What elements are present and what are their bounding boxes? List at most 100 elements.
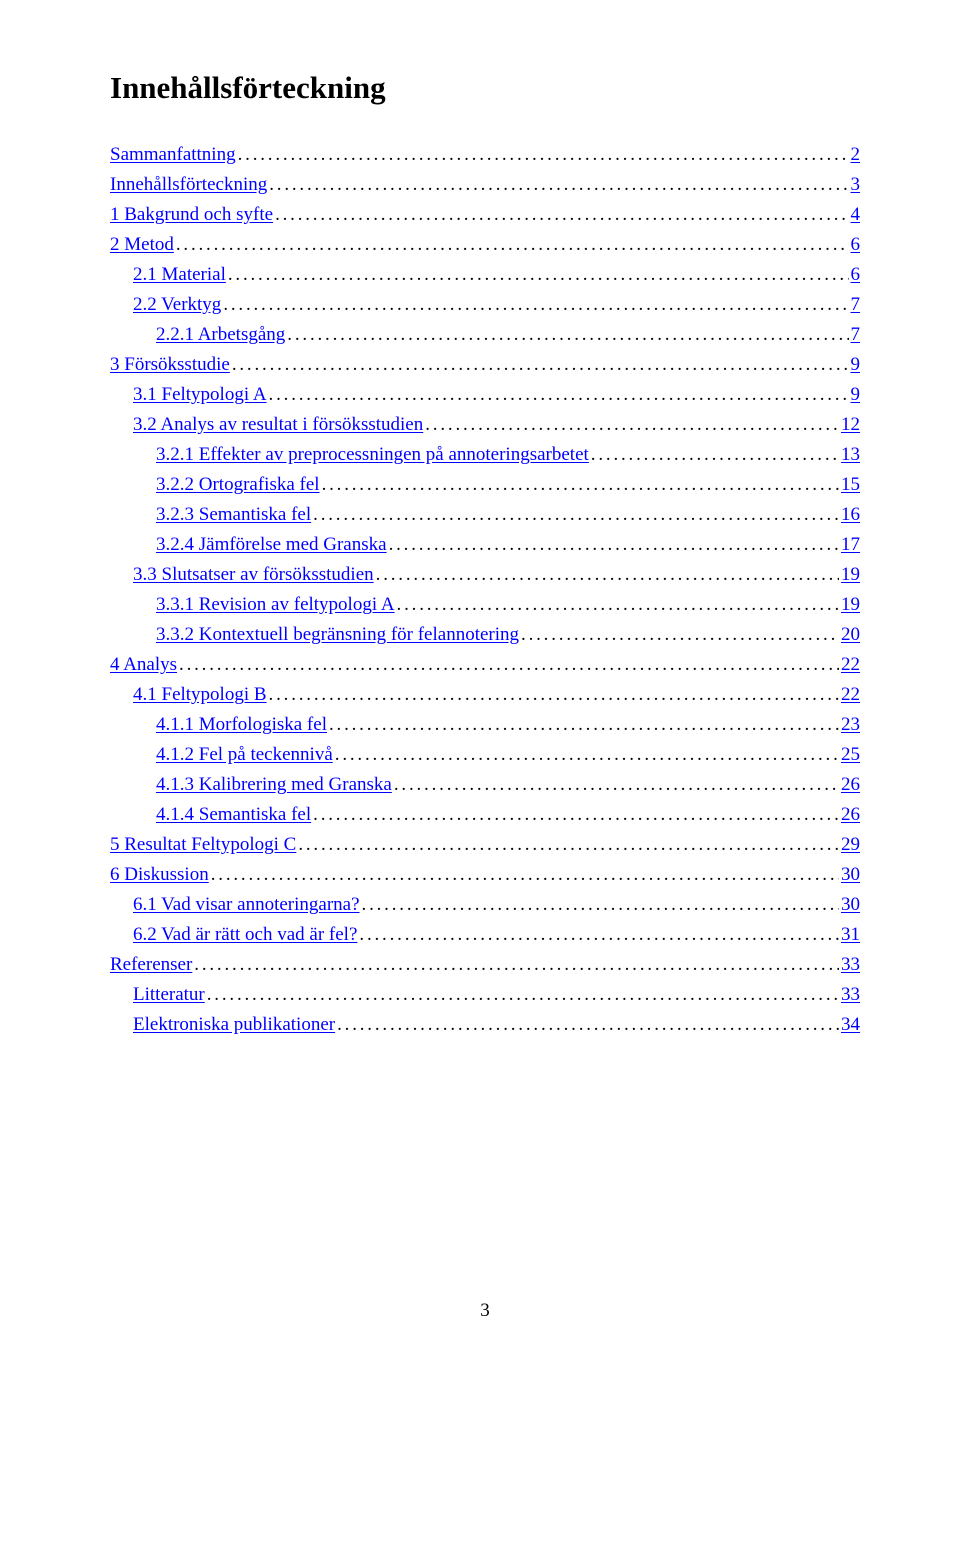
toc-entry: 4.1.3 Kalibrering med Granska 26	[110, 770, 860, 800]
toc-label-link[interactable]: 3.3.1 Revision av feltypologi A	[156, 590, 395, 620]
toc-page-link[interactable]: 12	[841, 410, 860, 440]
toc-page-link[interactable]: 9	[851, 350, 861, 380]
toc-label-link[interactable]: 4.1.1 Morfologiska fel	[156, 710, 327, 740]
toc-label-link[interactable]: 2 Metod	[110, 230, 174, 260]
toc-page-link[interactable]: 30	[841, 860, 860, 890]
toc-entry: 3.3.2 Kontextuell begränsning för felann…	[110, 620, 860, 650]
toc-label-link[interactable]: 4.1 Feltypologi B	[133, 680, 267, 710]
toc-leader-dots	[269, 680, 839, 710]
toc-entry: Innehållsförteckning 3	[110, 170, 860, 200]
page-number: 3	[110, 1300, 860, 1322]
toc-entry: 4.1.4 Semantiska fel 26	[110, 800, 860, 830]
toc-entry: 3.3 Slutsatser av försöksstudien 19	[110, 560, 860, 590]
toc-entry: 3.2 Analys av resultat i försöksstudien 1…	[110, 410, 860, 440]
toc-label-link[interactable]: 6 Diskussion	[110, 860, 209, 890]
toc-page-link[interactable]: 4	[851, 200, 861, 230]
toc-page-link[interactable]: 29	[841, 830, 860, 860]
toc-page-link[interactable]: 20	[841, 620, 860, 650]
toc-leader-dots	[179, 650, 839, 680]
toc-label-link[interactable]: 4.1.3 Kalibrering med Granska	[156, 770, 392, 800]
toc-label-link[interactable]: Innehållsförteckning	[110, 170, 267, 200]
toc-label-link[interactable]: 3 Försöksstudie	[110, 350, 230, 380]
toc-label-link[interactable]: 2.2 Verktyg	[133, 290, 221, 320]
toc-label-link[interactable]: 4.1.4 Semantiska fel	[156, 800, 311, 830]
toc-label-link[interactable]: 3.2.1 Effekter av preprocessningen på an…	[156, 440, 589, 470]
toc-entry: 3.2.1 Effekter av preprocessningen på an…	[110, 440, 860, 470]
toc-leader-dots	[194, 950, 839, 980]
toc-label-link[interactable]: Litteratur	[133, 980, 205, 1010]
toc-label-link[interactable]: 2.1 Material	[133, 260, 226, 290]
toc-page-link[interactable]: 3	[851, 170, 861, 200]
toc-label-link[interactable]: Sammanfattning	[110, 140, 236, 170]
toc-entry: 6 Diskussion 30	[110, 860, 860, 890]
toc-page-link[interactable]: 17	[841, 530, 860, 560]
toc-leader-dots	[232, 350, 849, 380]
toc-page-link[interactable]: 30	[841, 890, 860, 920]
toc-entry: Sammanfattning 2	[110, 140, 860, 170]
toc-label-link[interactable]: 4 Analys	[110, 650, 177, 680]
toc-entry: 3.1 Feltypologi A 9	[110, 380, 860, 410]
toc-entry: 2.1 Material 6	[110, 260, 860, 290]
toc-entry: 3.2.3 Semantiska fel 16	[110, 500, 860, 530]
toc-page-link[interactable]: 19	[841, 560, 860, 590]
toc-label-link[interactable]: 3.2 Analys av resultat i försöksstudien	[133, 410, 423, 440]
toc-leader-dots	[397, 590, 839, 620]
toc-entry: 1 Bakgrund och syfte 4	[110, 200, 860, 230]
toc-page-link[interactable]: 2	[851, 140, 861, 170]
toc-label-link[interactable]: 6.2 Vad är rätt och vad är fel?	[133, 920, 357, 950]
toc-page-link[interactable]: 13	[841, 440, 860, 470]
toc-leader-dots	[337, 1010, 839, 1040]
toc-label-link[interactable]: Elektroniska publikationer	[133, 1010, 335, 1040]
toc-page-link[interactable]: 9	[851, 380, 861, 410]
toc-label-link[interactable]: 4.1.2 Fel på teckennivå	[156, 740, 333, 770]
toc-page-link[interactable]: 15	[841, 470, 860, 500]
toc-page-link[interactable]: 19	[841, 590, 860, 620]
toc-leader-dots	[238, 140, 849, 170]
toc-leader-dots	[425, 410, 839, 440]
toc-label-link[interactable]: 3.2.2 Ortografiska fel	[156, 470, 320, 500]
toc-page-link[interactable]: 33	[841, 950, 860, 980]
toc-page-link[interactable]: 33	[841, 980, 860, 1010]
toc-page-link[interactable]: 23	[841, 710, 860, 740]
toc-leader-dots	[376, 560, 839, 590]
toc-page-link[interactable]: 26	[841, 800, 860, 830]
toc-page-link[interactable]: 22	[841, 650, 860, 680]
toc-entry: 4.1.2 Fel på teckennivå 25	[110, 740, 860, 770]
toc-label-link[interactable]: 3.3.2 Kontextuell begränsning för felann…	[156, 620, 519, 650]
toc-label-link[interactable]: Referenser	[110, 950, 192, 980]
toc-page-link[interactable]: 16	[841, 500, 860, 530]
toc-entry: 2 Metod 6	[110, 230, 860, 260]
toc-leader-dots	[313, 800, 839, 830]
toc-label-link[interactable]: 3.1 Feltypologi A	[133, 380, 267, 410]
toc-leader-dots	[269, 380, 849, 410]
toc-page-link[interactable]: 22	[841, 680, 860, 710]
toc-page-link[interactable]: 34	[841, 1010, 860, 1040]
toc-label-link[interactable]: 5 Resultat Feltypologi C	[110, 830, 296, 860]
toc-page-link[interactable]: 6	[851, 230, 861, 260]
toc-entry: 6.1 Vad visar annoteringarna? 30	[110, 890, 860, 920]
toc-entry: 4.1.1 Morfologiska fel 23	[110, 710, 860, 740]
toc-label-link[interactable]: 2.2.1 Arbetsgång	[156, 320, 285, 350]
toc-entry: 3.3.1 Revision av feltypologi A 19	[110, 590, 860, 620]
toc-page-link[interactable]: 25	[841, 740, 860, 770]
toc-label-link[interactable]: 1 Bakgrund och syfte	[110, 200, 273, 230]
toc-page-link[interactable]: 26	[841, 770, 860, 800]
page-title: Innehållsförteckning	[110, 70, 860, 106]
toc-page-link[interactable]: 7	[851, 290, 861, 320]
toc-page-link[interactable]: 6	[851, 260, 861, 290]
toc-leader-dots	[359, 920, 839, 950]
toc-leader-dots	[275, 200, 848, 230]
toc-page-link[interactable]: 31	[841, 920, 860, 950]
toc-label-link[interactable]: 3.3 Slutsatser av försöksstudien	[133, 560, 374, 590]
toc-label-link[interactable]: 3.2.3 Semantiska fel	[156, 500, 311, 530]
toc-label-link[interactable]: 6.1 Vad visar annoteringarna?	[133, 890, 360, 920]
toc-entry: 2.2 Verktyg 7	[110, 290, 860, 320]
toc-label-link[interactable]: 3.2.4 Jämförelse med Granska	[156, 530, 387, 560]
toc-leader-dots	[335, 740, 839, 770]
toc-entry: 3 Försöksstudie 9	[110, 350, 860, 380]
toc-leader-dots	[591, 440, 839, 470]
toc-entry: 2.2.1 Arbetsgång 7	[110, 320, 860, 350]
toc-leader-dots	[223, 290, 848, 320]
toc-entry: Litteratur 33	[110, 980, 860, 1010]
toc-page-link[interactable]: 7	[851, 320, 861, 350]
